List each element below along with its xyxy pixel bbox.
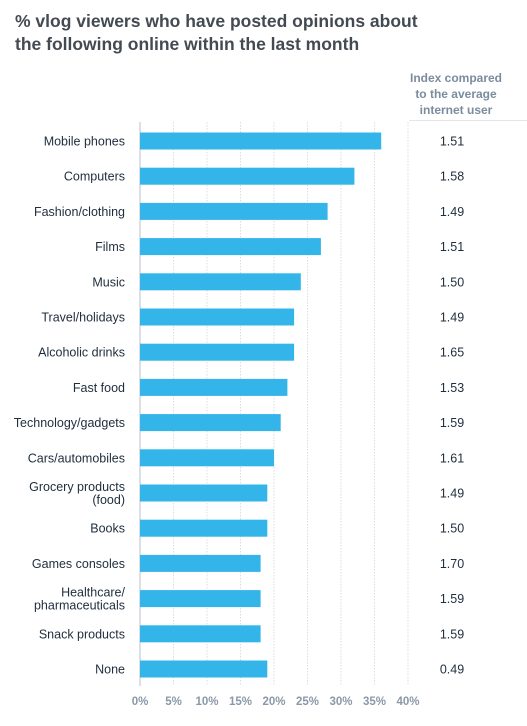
category-label: Films (95, 240, 125, 254)
x-tick-label: 5% (165, 696, 182, 708)
bar (140, 308, 295, 326)
bar (140, 625, 261, 643)
bar (140, 378, 288, 396)
category-label: Games consoles (32, 557, 125, 571)
bar (140, 590, 261, 608)
bar (140, 449, 274, 467)
bar (140, 202, 328, 220)
category-label: None (95, 663, 125, 677)
index-value: 1.58 (440, 170, 464, 184)
category-label: Fashion/clothing (34, 205, 125, 219)
x-tick-label: 25% (296, 696, 319, 708)
x-tick-label: 10% (195, 696, 218, 708)
category-label: Books (90, 522, 125, 536)
bar (140, 414, 281, 432)
index-value: 1.65 (440, 346, 464, 360)
category-label: Healthcare/pharmaceuticals (34, 586, 126, 613)
index-value: 1.70 (440, 557, 464, 571)
index-value: 1.59 (440, 592, 464, 606)
index-value: 1.50 (440, 275, 464, 289)
index-value: 1.49 (440, 487, 464, 501)
index-value: 1.51 (440, 240, 464, 254)
x-tick-label: 20% (262, 696, 285, 708)
index-value: 0.49 (440, 663, 464, 677)
category-label: Computers (64, 170, 125, 184)
bar (140, 554, 261, 572)
index-value: 1.59 (440, 416, 464, 430)
bar (140, 273, 301, 291)
bar (140, 238, 321, 256)
bar (140, 167, 355, 185)
index-value: 1.50 (440, 522, 464, 536)
index-value: 1.53 (440, 381, 464, 395)
category-label: Mobile phones (44, 135, 125, 149)
index-value: 1.49 (440, 205, 464, 219)
index-header-divider (409, 120, 527, 121)
index-column-header: Index compared to the average internet u… (409, 71, 503, 117)
category-label: Cars/automobiles (28, 451, 125, 465)
x-tick-label: 15% (229, 696, 252, 708)
index-value: 1.49 (440, 311, 464, 325)
category-label: Alcoholic drinks (38, 346, 125, 360)
category-label: Travel/holidays (41, 311, 125, 325)
bar (140, 519, 268, 537)
category-label: Fast food (73, 381, 125, 395)
x-tick-label: 40% (396, 696, 419, 708)
index-value: 1.61 (440, 451, 464, 465)
category-label: Music (92, 275, 125, 289)
bar (140, 660, 268, 678)
index-value: 1.59 (440, 627, 464, 641)
x-tick-label: 35% (363, 696, 386, 708)
x-tick-label: 30% (329, 696, 352, 708)
bar (140, 484, 268, 502)
x-tick-label: 0% (132, 696, 149, 708)
bar (140, 132, 382, 150)
index-value: 1.51 (440, 135, 464, 149)
category-label: Technology/gadgets (14, 416, 125, 430)
bar (140, 343, 295, 361)
category-label: Snack products (39, 627, 125, 641)
chart-title: % vlog viewers who have posted opinions … (15, 11, 418, 54)
category-label: Grocery products (food) (29, 480, 125, 507)
